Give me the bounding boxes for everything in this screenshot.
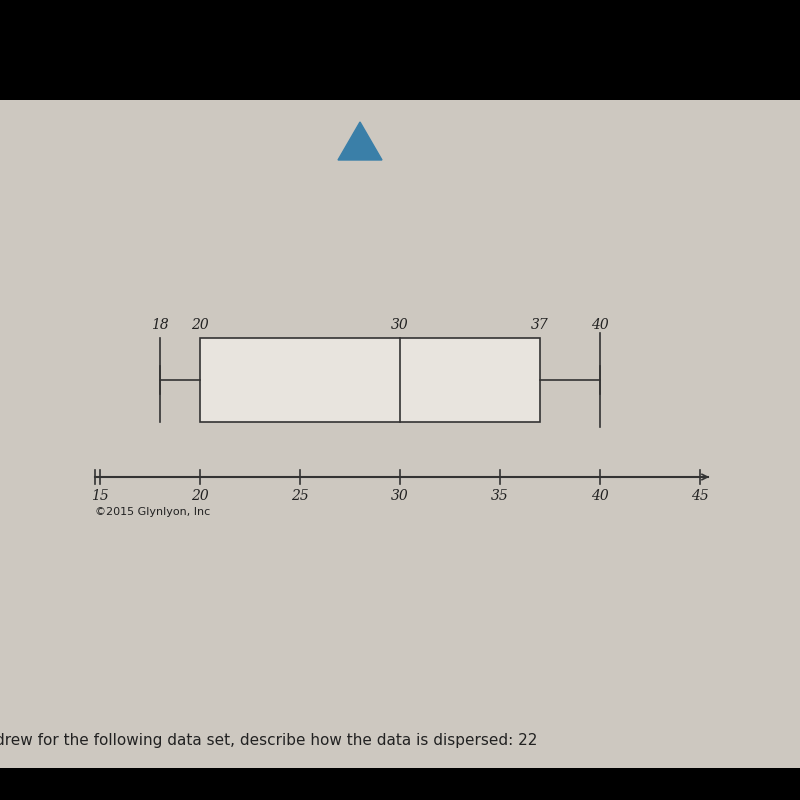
Text: 35: 35 <box>491 489 509 503</box>
Bar <box>200 338 540 422</box>
Polygon shape <box>338 122 382 160</box>
Text: 30: 30 <box>391 489 409 503</box>
Text: 25: 25 <box>291 489 309 503</box>
Bar <box>0 0 800 100</box>
Text: 18: 18 <box>151 318 169 332</box>
Text: 20: 20 <box>191 489 209 503</box>
Bar <box>0 768 800 800</box>
Text: 45: 45 <box>691 489 709 503</box>
Text: 37: 37 <box>531 318 549 332</box>
Text: ©2015 Glynlyon, Inc: ©2015 Glynlyon, Inc <box>95 507 210 517</box>
Text: 40: 40 <box>591 318 609 332</box>
Text: 30: 30 <box>391 318 409 332</box>
Text: 40: 40 <box>591 489 609 503</box>
Text: 20: 20 <box>191 318 209 332</box>
Text: drew for the following data set, describe how the data is dispersed: 22: drew for the following data set, describ… <box>0 733 538 747</box>
Text: 15: 15 <box>91 489 109 503</box>
